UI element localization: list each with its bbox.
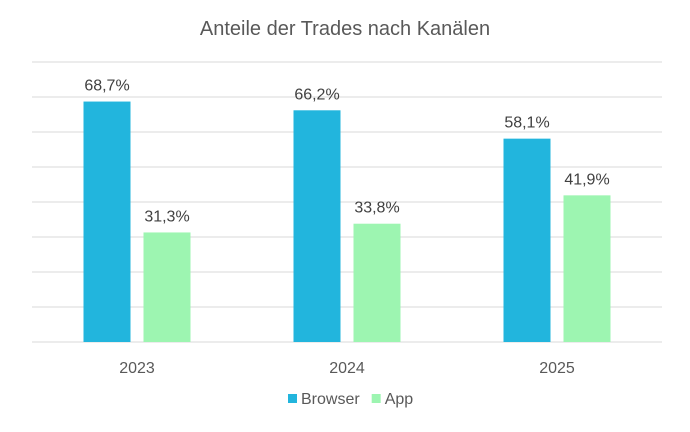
bar-browser-2024 (293, 110, 341, 342)
x-tick-label: 2023 (119, 360, 155, 377)
bar-browser-2023 (83, 101, 131, 342)
data-label: 68,7% (84, 78, 129, 95)
x-tick-label: 2024 (329, 360, 365, 377)
x-tick-label: 2025 (539, 360, 575, 377)
legend-label-app: App (385, 391, 414, 408)
x-axis-ticks: 2023 2024 2025 (119, 360, 575, 377)
legend-swatch-app (371, 394, 381, 403)
legend: Browser App (288, 391, 413, 408)
bar-app-2023 (143, 232, 191, 342)
legend-swatch-browser (288, 394, 297, 403)
chart-title: Anteile der Trades nach Kanälen (200, 18, 490, 40)
gridlines (32, 61, 662, 343)
data-label: 31,3% (144, 208, 189, 225)
data-label: 33,8% (354, 200, 399, 217)
bars (83, 101, 611, 342)
bar-app-2024 (353, 223, 401, 342)
bar-browser-2025 (503, 138, 551, 342)
data-labels: 68,7% 31,3% 66,2% 33,8% 58,1% 41,9% (84, 78, 609, 226)
legend-label-browser: Browser (301, 391, 360, 408)
bar-app-2025 (563, 195, 611, 342)
data-label: 41,9% (564, 171, 609, 188)
data-label: 66,2% (294, 86, 339, 103)
data-label: 58,1% (504, 115, 549, 132)
